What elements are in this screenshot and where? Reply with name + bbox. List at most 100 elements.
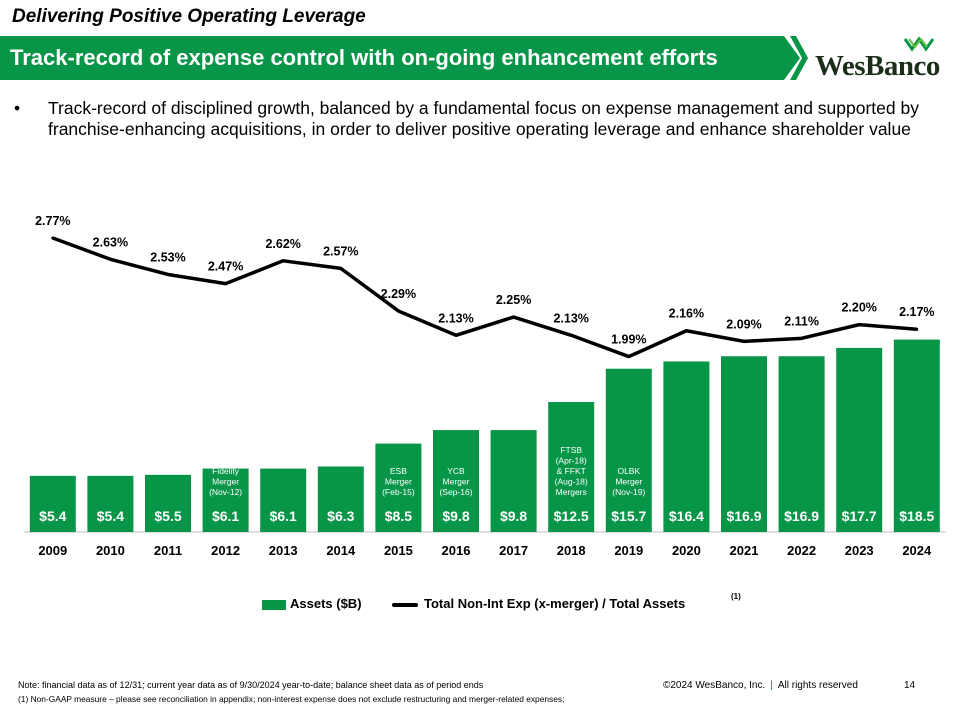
- x-tick-label: 2018: [557, 543, 586, 558]
- bar-value-label: $6.1: [212, 508, 239, 524]
- line-point: [281, 259, 285, 263]
- rights-text: All rights reserved: [777, 680, 858, 691]
- bar-assets-2013: [260, 468, 307, 532]
- footnote-non-gaap: (1) Non-GAAP measure – please see reconc…: [18, 694, 565, 704]
- bar-assets-2022: [778, 356, 825, 532]
- bullet-marker: •: [14, 98, 21, 118]
- merger-annotation: & FFKT: [557, 466, 586, 476]
- line-point: [454, 333, 458, 337]
- merger-annotation: Merger: [443, 477, 470, 487]
- line-point: [684, 329, 688, 333]
- merger-annotation: Merger: [385, 477, 412, 487]
- copyright: ©2024 WesBanco, Inc. | All rights reserved: [663, 680, 858, 691]
- line-value-label: 2.25%: [496, 293, 531, 307]
- line-point: [224, 282, 228, 286]
- line-value-label: 2.63%: [93, 235, 128, 249]
- page-number: 14: [904, 680, 916, 691]
- legend-assets: Assets ($B): [262, 596, 362, 611]
- bar-value-label: $9.8: [442, 508, 469, 524]
- x-tick-label: 2016: [442, 543, 471, 558]
- bar-assets-2024: [893, 339, 940, 532]
- x-tick-label: 2024: [902, 543, 932, 558]
- line-value-label: 2.47%: [208, 260, 243, 274]
- merger-annotation: ESB: [390, 466, 407, 476]
- x-tick-label: 2014: [326, 543, 356, 558]
- bar-assets-2021: [721, 356, 767, 532]
- line-point: [800, 336, 804, 340]
- x-tick-label: 2010: [96, 543, 125, 558]
- x-tick-label: 2017: [499, 543, 528, 558]
- bar-assets-2016: [433, 430, 479, 532]
- logo-chevron-icon: [903, 36, 935, 52]
- bar-assets-2020: [663, 361, 710, 532]
- line-value-label: 2.29%: [381, 287, 416, 301]
- footer-separator: |: [770, 680, 773, 691]
- bullet-text: Track-record of disciplined growth, bala…: [48, 98, 919, 139]
- line-point: [166, 272, 170, 276]
- x-tick-label: 2012: [211, 543, 240, 558]
- bar-assets-2019: [605, 368, 652, 532]
- bar-value-label: $12.5: [554, 508, 589, 524]
- x-tick-label: 2019: [614, 543, 643, 558]
- banner-arrow-shape: [0, 36, 808, 80]
- line-point: [569, 333, 573, 337]
- line-point: [339, 266, 343, 270]
- bar-assets-2015: [375, 443, 422, 532]
- line-value-label: 2.57%: [323, 244, 358, 258]
- merger-annotation: (Nov-12): [209, 487, 242, 497]
- bar-assets-2010: [87, 475, 134, 532]
- bar-value-label: $8.5: [385, 508, 412, 524]
- line-point: [51, 236, 55, 240]
- assets-expense-chart: $5.4 2009 $5.4 2010 $5.5 2011 $6.1 2012 Fidelity…: [24, 214, 946, 558]
- line-point: [512, 315, 516, 319]
- x-tick-label: 2009: [38, 543, 67, 558]
- bar-value-label: $6.1: [270, 508, 297, 524]
- wesbanco-logo: WesBanco: [815, 36, 955, 82]
- merger-annotation: Fidelity: [212, 466, 240, 476]
- line-value-label: 2.16%: [669, 307, 704, 321]
- legend-expense-ratio: Total Non-Int Exp (x-merger) / Total Ass…: [392, 596, 685, 611]
- line-value-label: 2.62%: [265, 237, 300, 251]
- legend-expense-label: Total Non-Int Exp (x-merger) / Total Ass…: [424, 596, 686, 611]
- bar-value-label: $9.8: [500, 508, 527, 524]
- merger-annotation: Merger: [615, 477, 642, 487]
- merger-annotation: (Nov-19): [612, 487, 645, 497]
- page-title: Track-record of expense control with on-…: [10, 45, 718, 70]
- bar-assets-2018: [548, 402, 595, 532]
- merger-annotation: FTSB: [560, 445, 582, 455]
- line-point: [108, 257, 112, 261]
- line-value-label: 2.77%: [35, 214, 70, 228]
- line-value-label: 2.09%: [726, 317, 761, 331]
- line-value-label: 2.53%: [150, 250, 185, 264]
- merger-annotation: Mergers: [556, 487, 587, 497]
- section-label: Delivering Positive Operating Leverage: [12, 6, 366, 27]
- bar-assets-2014: [317, 466, 364, 532]
- legend-assets-label: Assets ($B): [290, 596, 362, 611]
- x-tick-label: 2013: [269, 543, 298, 558]
- line-expense-ratio: [52, 236, 917, 359]
- x-tick-label: 2023: [845, 543, 874, 558]
- bar-assets-2023: [836, 347, 883, 532]
- line-point: [627, 355, 631, 359]
- line-point: [396, 309, 400, 313]
- line-value-label: 2.11%: [784, 314, 819, 328]
- bar-value-label: $6.3: [327, 508, 354, 524]
- bar-assets-2012: [202, 468, 249, 532]
- bar-value-label: $5.4: [97, 508, 124, 524]
- bar-assets-2017: [490, 430, 537, 532]
- merger-annotation: (Aug-18): [555, 477, 588, 487]
- legend-line-swatch: [392, 602, 418, 607]
- bar-value-label: $15.7: [611, 508, 646, 524]
- x-tick-label: 2011: [154, 543, 182, 558]
- logo-wordmark: WesBanco: [815, 50, 940, 82]
- footnote-data-basis: Note: financial data as of 12/31; curren…: [18, 680, 484, 690]
- bar-value-label: $16.9: [726, 508, 761, 524]
- legend-bar-swatch: [262, 599, 286, 610]
- line-point: [742, 339, 746, 343]
- line-point: [915, 327, 919, 331]
- bar-value-label: $5.4: [39, 508, 66, 524]
- legend-footnote-marker: (1): [731, 592, 741, 601]
- x-tick-label: 2020: [672, 543, 701, 558]
- bar-value-label: $5.5: [154, 508, 181, 524]
- merger-annotation: (Sep-16): [439, 487, 472, 497]
